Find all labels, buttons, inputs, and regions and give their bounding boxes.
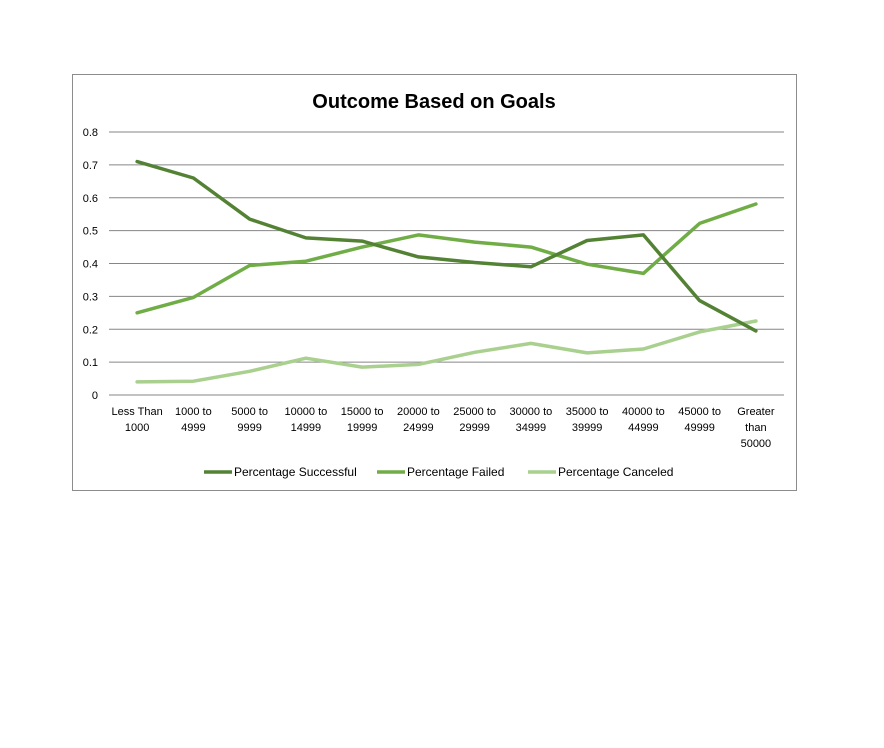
line-chart: Outcome Based on Goals 00.10.20.30.40.50… — [83, 91, 784, 479]
x-tick-label: 5000 to 9999 — [231, 406, 268, 434]
y-tick-label: 0 — [92, 390, 98, 402]
x-tick-label: 15000 to 19999 — [341, 406, 384, 434]
y-tick-label: 0.7 — [83, 160, 98, 172]
x-tick-label: 25000 to 29999 — [453, 406, 496, 434]
legend-label-percentage-canceled: Percentage Canceled — [558, 465, 673, 479]
legend: Percentage Successful Percentage Failed Pe… — [204, 465, 673, 479]
x-tick-label: 35000 to 39999 — [566, 406, 609, 434]
y-tick-label: 0.6 — [83, 193, 98, 205]
series-lines — [135, 159, 758, 384]
y-tick-label: 0.1 — [83, 357, 98, 369]
legend-label-percentage-successful: Percentage Successful — [234, 465, 357, 479]
x-tick-label: 30000 to 34999 — [509, 406, 552, 434]
x-tick-label: Less Than 1000 — [112, 406, 163, 434]
x-tick-label: Greater than 50000 — [737, 406, 775, 450]
y-tick-label: 0.2 — [83, 324, 98, 336]
x-axis-ticks: Less Than 1000 1000 to 4999 5000 to 9999 10000… — [112, 406, 775, 450]
y-tick-label: 0.3 — [83, 291, 98, 303]
series-line-percentage-canceled — [135, 319, 758, 384]
x-tick-label: 20000 to 24999 — [397, 406, 440, 434]
series-line-percentage-failed — [135, 202, 758, 315]
series-line-percentage-successful — [135, 159, 758, 333]
y-tick-label: 0.8 — [83, 127, 98, 139]
y-axis-ticks: 0 0.1 0.2 0.3 0.4 0.5 0.6 0.7 0.8 — [83, 127, 98, 402]
x-tick-label: 45000 to 49999 — [678, 406, 721, 434]
chart-title: Outcome Based on Goals — [312, 91, 555, 113]
legend-label-percentage-failed: Percentage Failed — [407, 465, 504, 479]
gridlines — [109, 131, 784, 396]
x-tick-label: 40000 to 44999 — [622, 406, 665, 434]
x-tick-label: 10000 to 14999 — [284, 406, 327, 434]
y-tick-label: 0.4 — [83, 259, 98, 271]
chart-area: Outcome Based on Goals 0 0.1 0.2 0.3 0.4 0.5 0… — [72, 74, 797, 491]
y-tick-label: 0.5 — [83, 226, 98, 238]
x-tick-label: 1000 to 4999 — [175, 406, 212, 434]
